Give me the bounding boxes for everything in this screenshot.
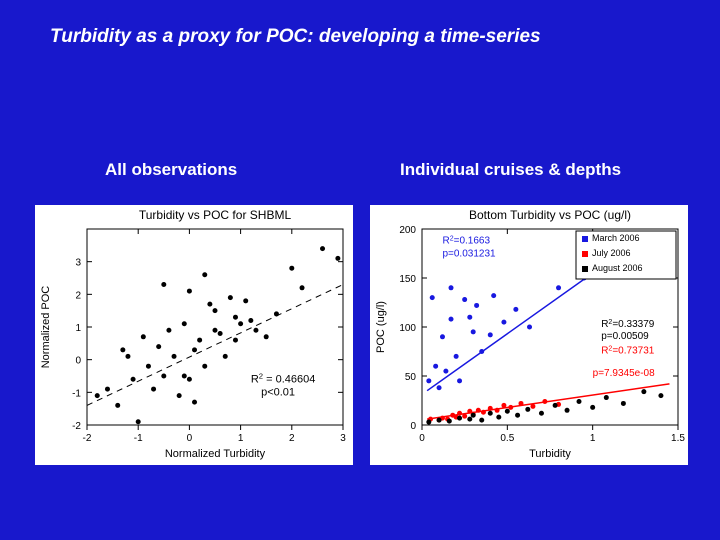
svg-text:50: 50 (405, 372, 417, 383)
chart-left-panel: -2 -1 0 1 2 3 -2 -1 0 1 2 3 Normalized Turbidity Norm… (35, 205, 353, 465)
svg-text:1: 1 (75, 323, 81, 334)
chart-left-svg: -2 -1 0 1 2 3 -2 -1 0 1 2 3 Normalized Turbidity Norm… (35, 205, 353, 465)
svg-text:p=7.9345e-08: p=7.9345e-08 (593, 368, 655, 379)
main-title: Turbidity as a proxy for POC: developing… (50, 26, 690, 48)
svg-text:July 2006: July 2006 (592, 248, 631, 258)
svg-text:0: 0 (419, 433, 425, 444)
svg-text:Turbidity: Turbidity (529, 448, 571, 460)
svg-text:1: 1 (238, 433, 244, 444)
svg-text:POC (ug/l): POC (ug/l) (375, 301, 387, 353)
svg-text:2: 2 (75, 290, 81, 301)
svg-text:1.5: 1.5 (671, 433, 685, 444)
svg-text:200: 200 (399, 225, 416, 236)
svg-text:R2 = 0.46604: R2 = 0.46604 (251, 371, 316, 386)
subtitle-left: All observations (105, 160, 237, 180)
subtitle-right: Individual cruises & depths (400, 160, 621, 180)
svg-text:Turbidity vs POC for SHBML: Turbidity vs POC for SHBML (139, 208, 292, 222)
svg-text:R2=0.1663: R2=0.1663 (442, 235, 490, 247)
svg-text:Normalized POC: Normalized POC (40, 286, 52, 369)
chart-right-svg: 0 0.5 1 1.5 0 50 100 150 200 Turbidity POC (ug/l) B… (370, 205, 688, 465)
svg-text:-2: -2 (83, 433, 92, 444)
svg-text:100: 100 (399, 323, 416, 334)
svg-text:p=0.00509: p=0.00509 (601, 331, 649, 342)
svg-text:0.5: 0.5 (500, 433, 514, 444)
chart-right-panel: 0 0.5 1 1.5 0 50 100 150 200 Turbidity POC (ug/l) B… (370, 205, 688, 465)
svg-text:R2=0.73731: R2=0.73731 (601, 345, 655, 357)
svg-text:3: 3 (340, 433, 346, 444)
svg-text:0: 0 (187, 433, 193, 444)
svg-text:Bottom Turbidity vs POC (ug/l): Bottom Turbidity vs POC (ug/l) (469, 208, 631, 222)
title-block: Turbidity as a proxy for POC: developing… (50, 26, 690, 48)
svg-text:2: 2 (289, 433, 295, 444)
svg-text:0: 0 (75, 356, 81, 367)
svg-text:0: 0 (410, 421, 416, 432)
svg-text:-1: -1 (72, 388, 81, 399)
svg-text:R2=0.33379: R2=0.33379 (601, 319, 655, 331)
svg-text:3: 3 (75, 258, 81, 269)
svg-text:p=0.031231: p=0.031231 (442, 248, 496, 259)
svg-text:August 2006: August 2006 (592, 263, 643, 273)
svg-text:Normalized Turbidity: Normalized Turbidity (165, 448, 266, 460)
svg-text:March 2006: March 2006 (592, 233, 640, 243)
slide-root: Turbidity as a proxy for POC: developing… (0, 0, 720, 540)
svg-text:p<0.01: p<0.01 (261, 387, 295, 399)
svg-text:-2: -2 (72, 421, 81, 432)
svg-text:-1: -1 (134, 433, 143, 444)
svg-text:150: 150 (399, 274, 416, 285)
svg-text:1: 1 (590, 433, 596, 444)
